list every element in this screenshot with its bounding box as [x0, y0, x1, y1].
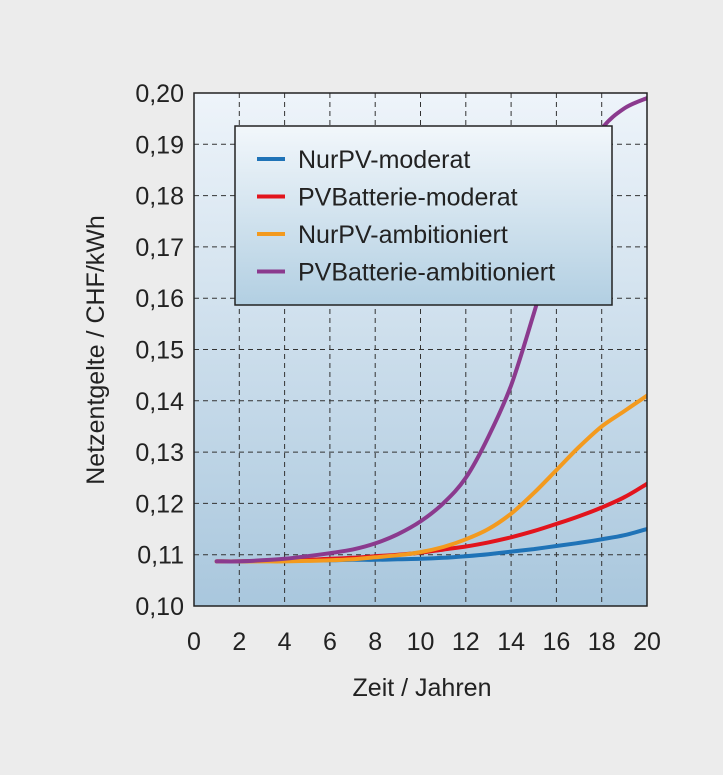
y-tick-label: 0,17 [135, 234, 184, 262]
y-tick-label: 0,19 [135, 131, 184, 159]
x-tick-label: 14 [497, 628, 525, 656]
x-tick-label: 18 [588, 628, 616, 656]
y-tick-label: 0,12 [135, 490, 184, 518]
x-tick-label: 12 [452, 628, 480, 656]
y-tick-label: 0,15 [135, 337, 184, 365]
y-tick-label: 0,14 [135, 388, 184, 416]
y-tick-label: 0,11 [137, 542, 184, 570]
legend: NurPV-moderat PVBatterie-moderat NurPV-amb… [234, 125, 613, 306]
series-line-NurPV-ambitioniert [214, 393, 647, 564]
legend-box [234, 125, 613, 306]
y-tick-label: 0,13 [135, 439, 184, 467]
y-axis-ticks: 0,10 0,11 0,12 0,13 0,14 0,15 0,16 0,17 0,18 0,19… [135, 80, 184, 621]
legend-label: NurPV-ambitioniert [298, 221, 508, 249]
x-tick-label: 4 [278, 628, 292, 656]
plot-frame [193, 92, 648, 607]
x-axis-title: Zeit / Jahren [353, 674, 492, 702]
x-tick-label: 0 [187, 628, 201, 656]
y-tick-label: 0,16 [135, 285, 184, 313]
x-tick-label: 2 [232, 628, 246, 656]
x-tick-label: 10 [407, 628, 435, 656]
y-tick-label: 0,20 [135, 80, 184, 108]
y-tick-label: 0,18 [135, 183, 184, 211]
x-tick-label: 6 [323, 628, 337, 656]
legend-label: NurPV-moderat [298, 146, 470, 174]
y-axis-title: Netzentgelte / CHF/kWh [82, 215, 110, 485]
x-axis-ticks: 0 2 4 6 8 10 12 14 16 18 20 [187, 628, 661, 656]
legend-label: PVBatterie-moderat [298, 184, 518, 212]
x-tick-label: 20 [633, 628, 661, 656]
x-tick-label: 16 [542, 628, 570, 656]
y-tick-label: 0,10 [135, 593, 184, 621]
legend-label: PVBatterie-ambitioniert [298, 259, 555, 287]
x-tick-label: 8 [368, 628, 382, 656]
